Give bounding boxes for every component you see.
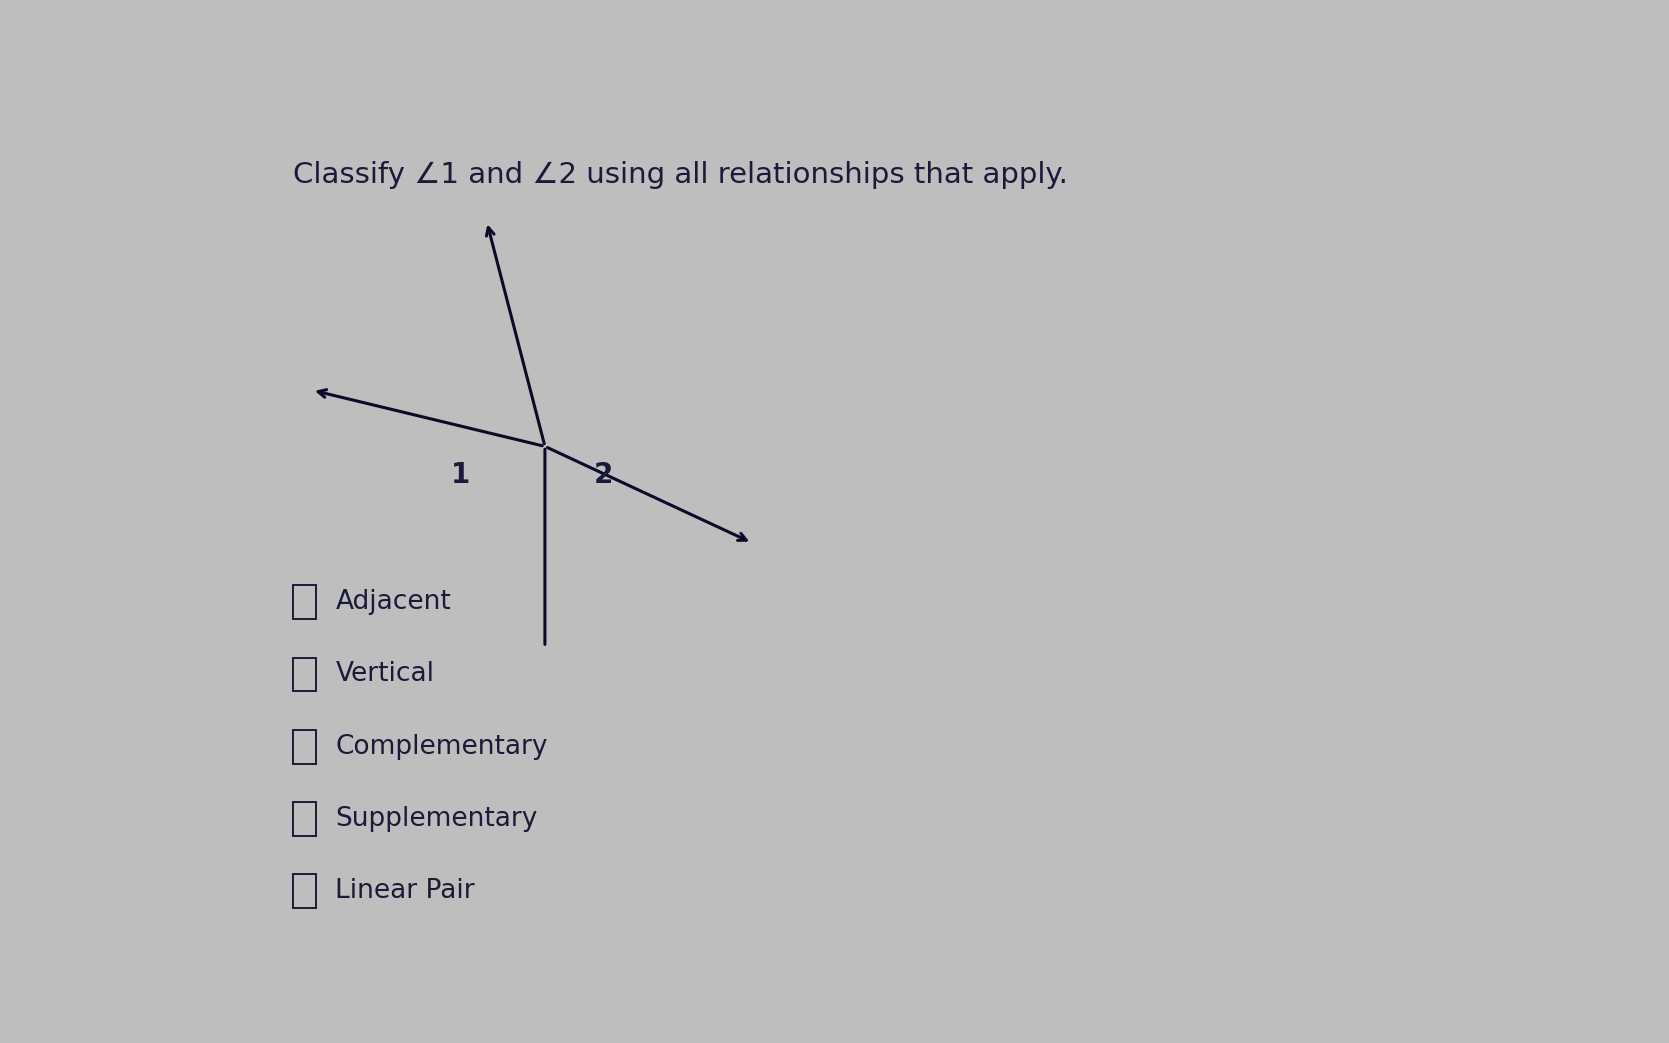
Text: Linear Pair: Linear Pair xyxy=(335,878,476,904)
Bar xyxy=(292,802,315,835)
Text: Supplementary: Supplementary xyxy=(335,806,537,832)
Text: Classify ∠1 and ∠2 using all relationships that apply.: Classify ∠1 and ∠2 using all relationshi… xyxy=(292,162,1068,189)
Text: Complementary: Complementary xyxy=(335,734,547,759)
Bar xyxy=(292,730,315,763)
Bar xyxy=(292,658,315,692)
Text: 2: 2 xyxy=(594,461,613,488)
Bar xyxy=(292,874,315,908)
Text: Vertical: Vertical xyxy=(335,661,434,687)
Bar xyxy=(292,585,315,620)
Text: Adjacent: Adjacent xyxy=(335,589,451,615)
Text: 1: 1 xyxy=(451,461,471,488)
